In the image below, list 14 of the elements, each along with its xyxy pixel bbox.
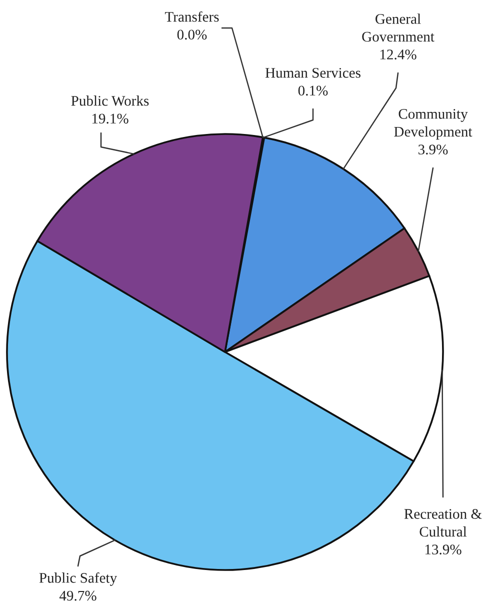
data-label: 3.9% [418,144,448,154]
slice-label: Recreation & Cultural [404,509,482,537]
slice-label: Community Development [394,109,472,140]
data-label: 12.4% [380,50,416,60]
slice-label: Public Safety [39,572,118,586]
slice-label: Human Services [265,68,360,78]
data-label: 0.1% [298,86,328,96]
data-label: 19.1% [92,114,128,124]
slice-label: Public Works [71,96,149,106]
slice-label: General Government [362,14,434,42]
data-label: 49.7% [59,590,96,601]
text: 0.0% [177,30,207,40]
data-label: 13.9% [425,544,462,554]
category-label: Transfers [164,11,219,22]
